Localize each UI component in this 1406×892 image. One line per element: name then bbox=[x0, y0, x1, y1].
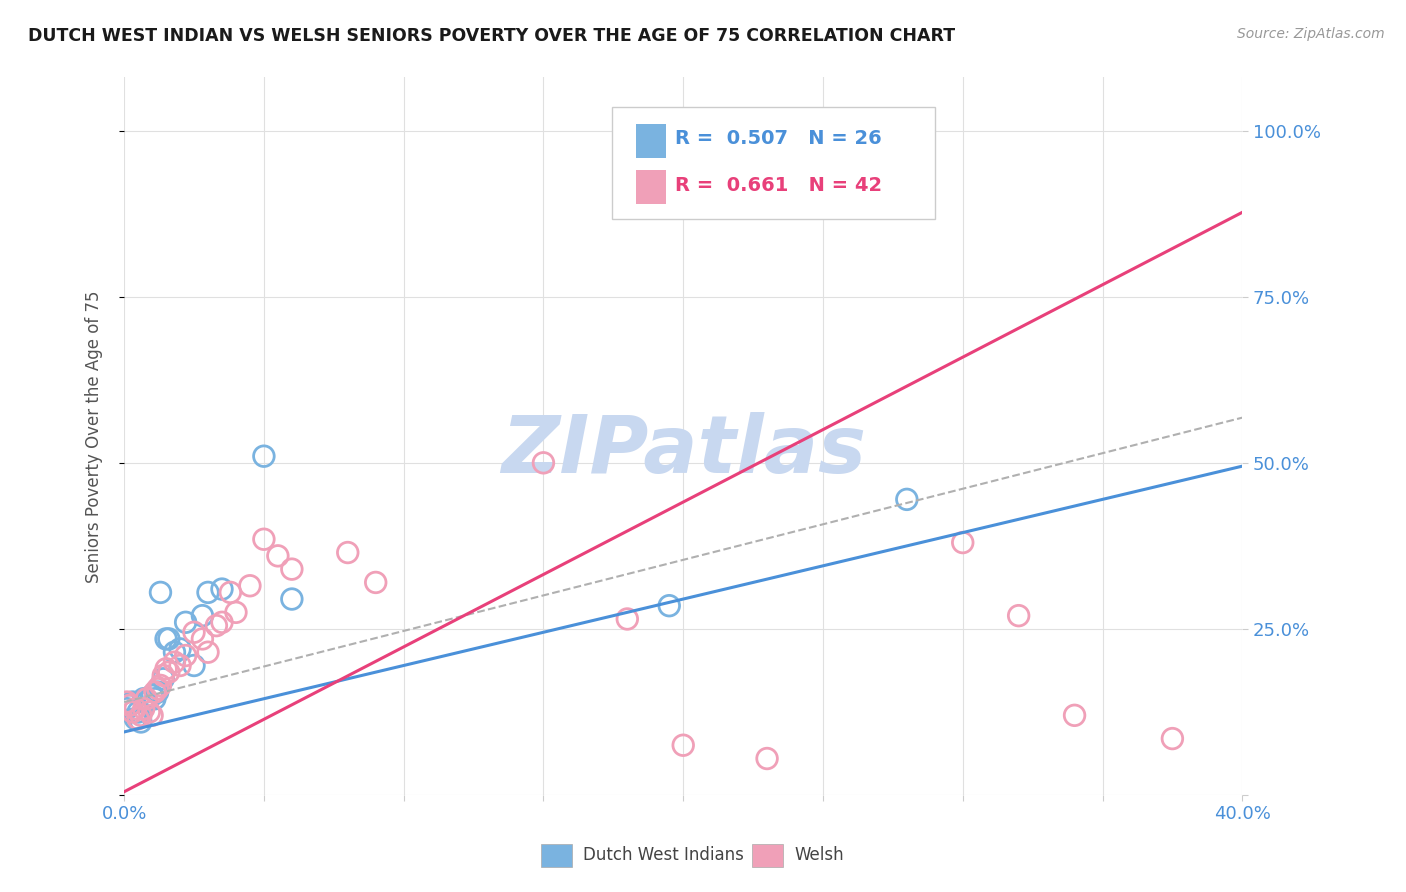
Y-axis label: Seniors Poverty Over the Age of 75: Seniors Poverty Over the Age of 75 bbox=[86, 290, 103, 582]
Point bbox=[118, 698, 141, 713]
Point bbox=[138, 705, 160, 719]
Point bbox=[253, 533, 276, 547]
Text: Source: ZipAtlas.com: Source: ZipAtlas.com bbox=[1237, 27, 1385, 41]
Point bbox=[783, 123, 806, 137]
Point bbox=[146, 685, 169, 699]
Text: Welsh: Welsh bbox=[794, 847, 844, 864]
Point bbox=[191, 608, 214, 623]
Point bbox=[135, 691, 157, 706]
Point bbox=[281, 562, 304, 576]
Point bbox=[146, 681, 169, 696]
Point bbox=[155, 632, 177, 646]
Point bbox=[533, 456, 555, 470]
Point bbox=[658, 599, 681, 613]
Point bbox=[143, 685, 166, 699]
Point bbox=[121, 705, 143, 719]
Point bbox=[364, 575, 387, 590]
Point bbox=[141, 689, 163, 703]
Point bbox=[127, 712, 149, 726]
Point bbox=[121, 695, 143, 709]
Point bbox=[197, 585, 219, 599]
Point bbox=[115, 695, 138, 709]
Point bbox=[225, 605, 247, 619]
Point bbox=[132, 701, 155, 715]
Point bbox=[163, 655, 186, 669]
Point bbox=[219, 585, 242, 599]
Text: DUTCH WEST INDIAN VS WELSH SENIORS POVERTY OVER THE AGE OF 75 CORRELATION CHART: DUTCH WEST INDIAN VS WELSH SENIORS POVER… bbox=[28, 27, 955, 45]
Point bbox=[191, 632, 214, 646]
Text: Dutch West Indians: Dutch West Indians bbox=[583, 847, 744, 864]
Point bbox=[952, 535, 974, 549]
Point bbox=[756, 751, 779, 765]
Point bbox=[132, 691, 155, 706]
Point bbox=[127, 705, 149, 719]
Point bbox=[149, 678, 172, 692]
Point bbox=[152, 668, 174, 682]
Point bbox=[267, 549, 290, 563]
Point bbox=[183, 625, 205, 640]
Point bbox=[616, 612, 638, 626]
Point bbox=[124, 701, 146, 715]
Point bbox=[163, 645, 186, 659]
Point bbox=[205, 618, 228, 632]
Point bbox=[1008, 608, 1031, 623]
Point bbox=[211, 582, 233, 596]
Point bbox=[124, 712, 146, 726]
Point bbox=[336, 545, 359, 559]
Point bbox=[853, 123, 876, 137]
Point bbox=[1161, 731, 1184, 746]
Point bbox=[135, 695, 157, 709]
Point bbox=[1063, 708, 1085, 723]
Point bbox=[157, 632, 180, 646]
Point bbox=[152, 672, 174, 686]
Point bbox=[129, 708, 152, 723]
Text: ZIPatlas: ZIPatlas bbox=[501, 411, 866, 490]
Point bbox=[118, 698, 141, 713]
Point bbox=[149, 585, 172, 599]
Point bbox=[174, 648, 197, 663]
Point bbox=[281, 592, 304, 607]
Point bbox=[896, 492, 918, 507]
Point bbox=[211, 615, 233, 630]
Point bbox=[174, 615, 197, 630]
Text: R =  0.507   N = 26: R = 0.507 N = 26 bbox=[675, 128, 882, 148]
Point bbox=[157, 665, 180, 680]
Point bbox=[141, 708, 163, 723]
Point bbox=[143, 691, 166, 706]
Point bbox=[129, 714, 152, 729]
Point bbox=[169, 658, 191, 673]
Text: R =  0.661   N = 42: R = 0.661 N = 42 bbox=[675, 176, 882, 194]
Point bbox=[253, 449, 276, 463]
Point bbox=[197, 645, 219, 659]
Point bbox=[115, 701, 138, 715]
Point bbox=[672, 738, 695, 752]
Point bbox=[169, 641, 191, 656]
Point bbox=[183, 658, 205, 673]
Point bbox=[155, 662, 177, 676]
Point bbox=[239, 579, 262, 593]
